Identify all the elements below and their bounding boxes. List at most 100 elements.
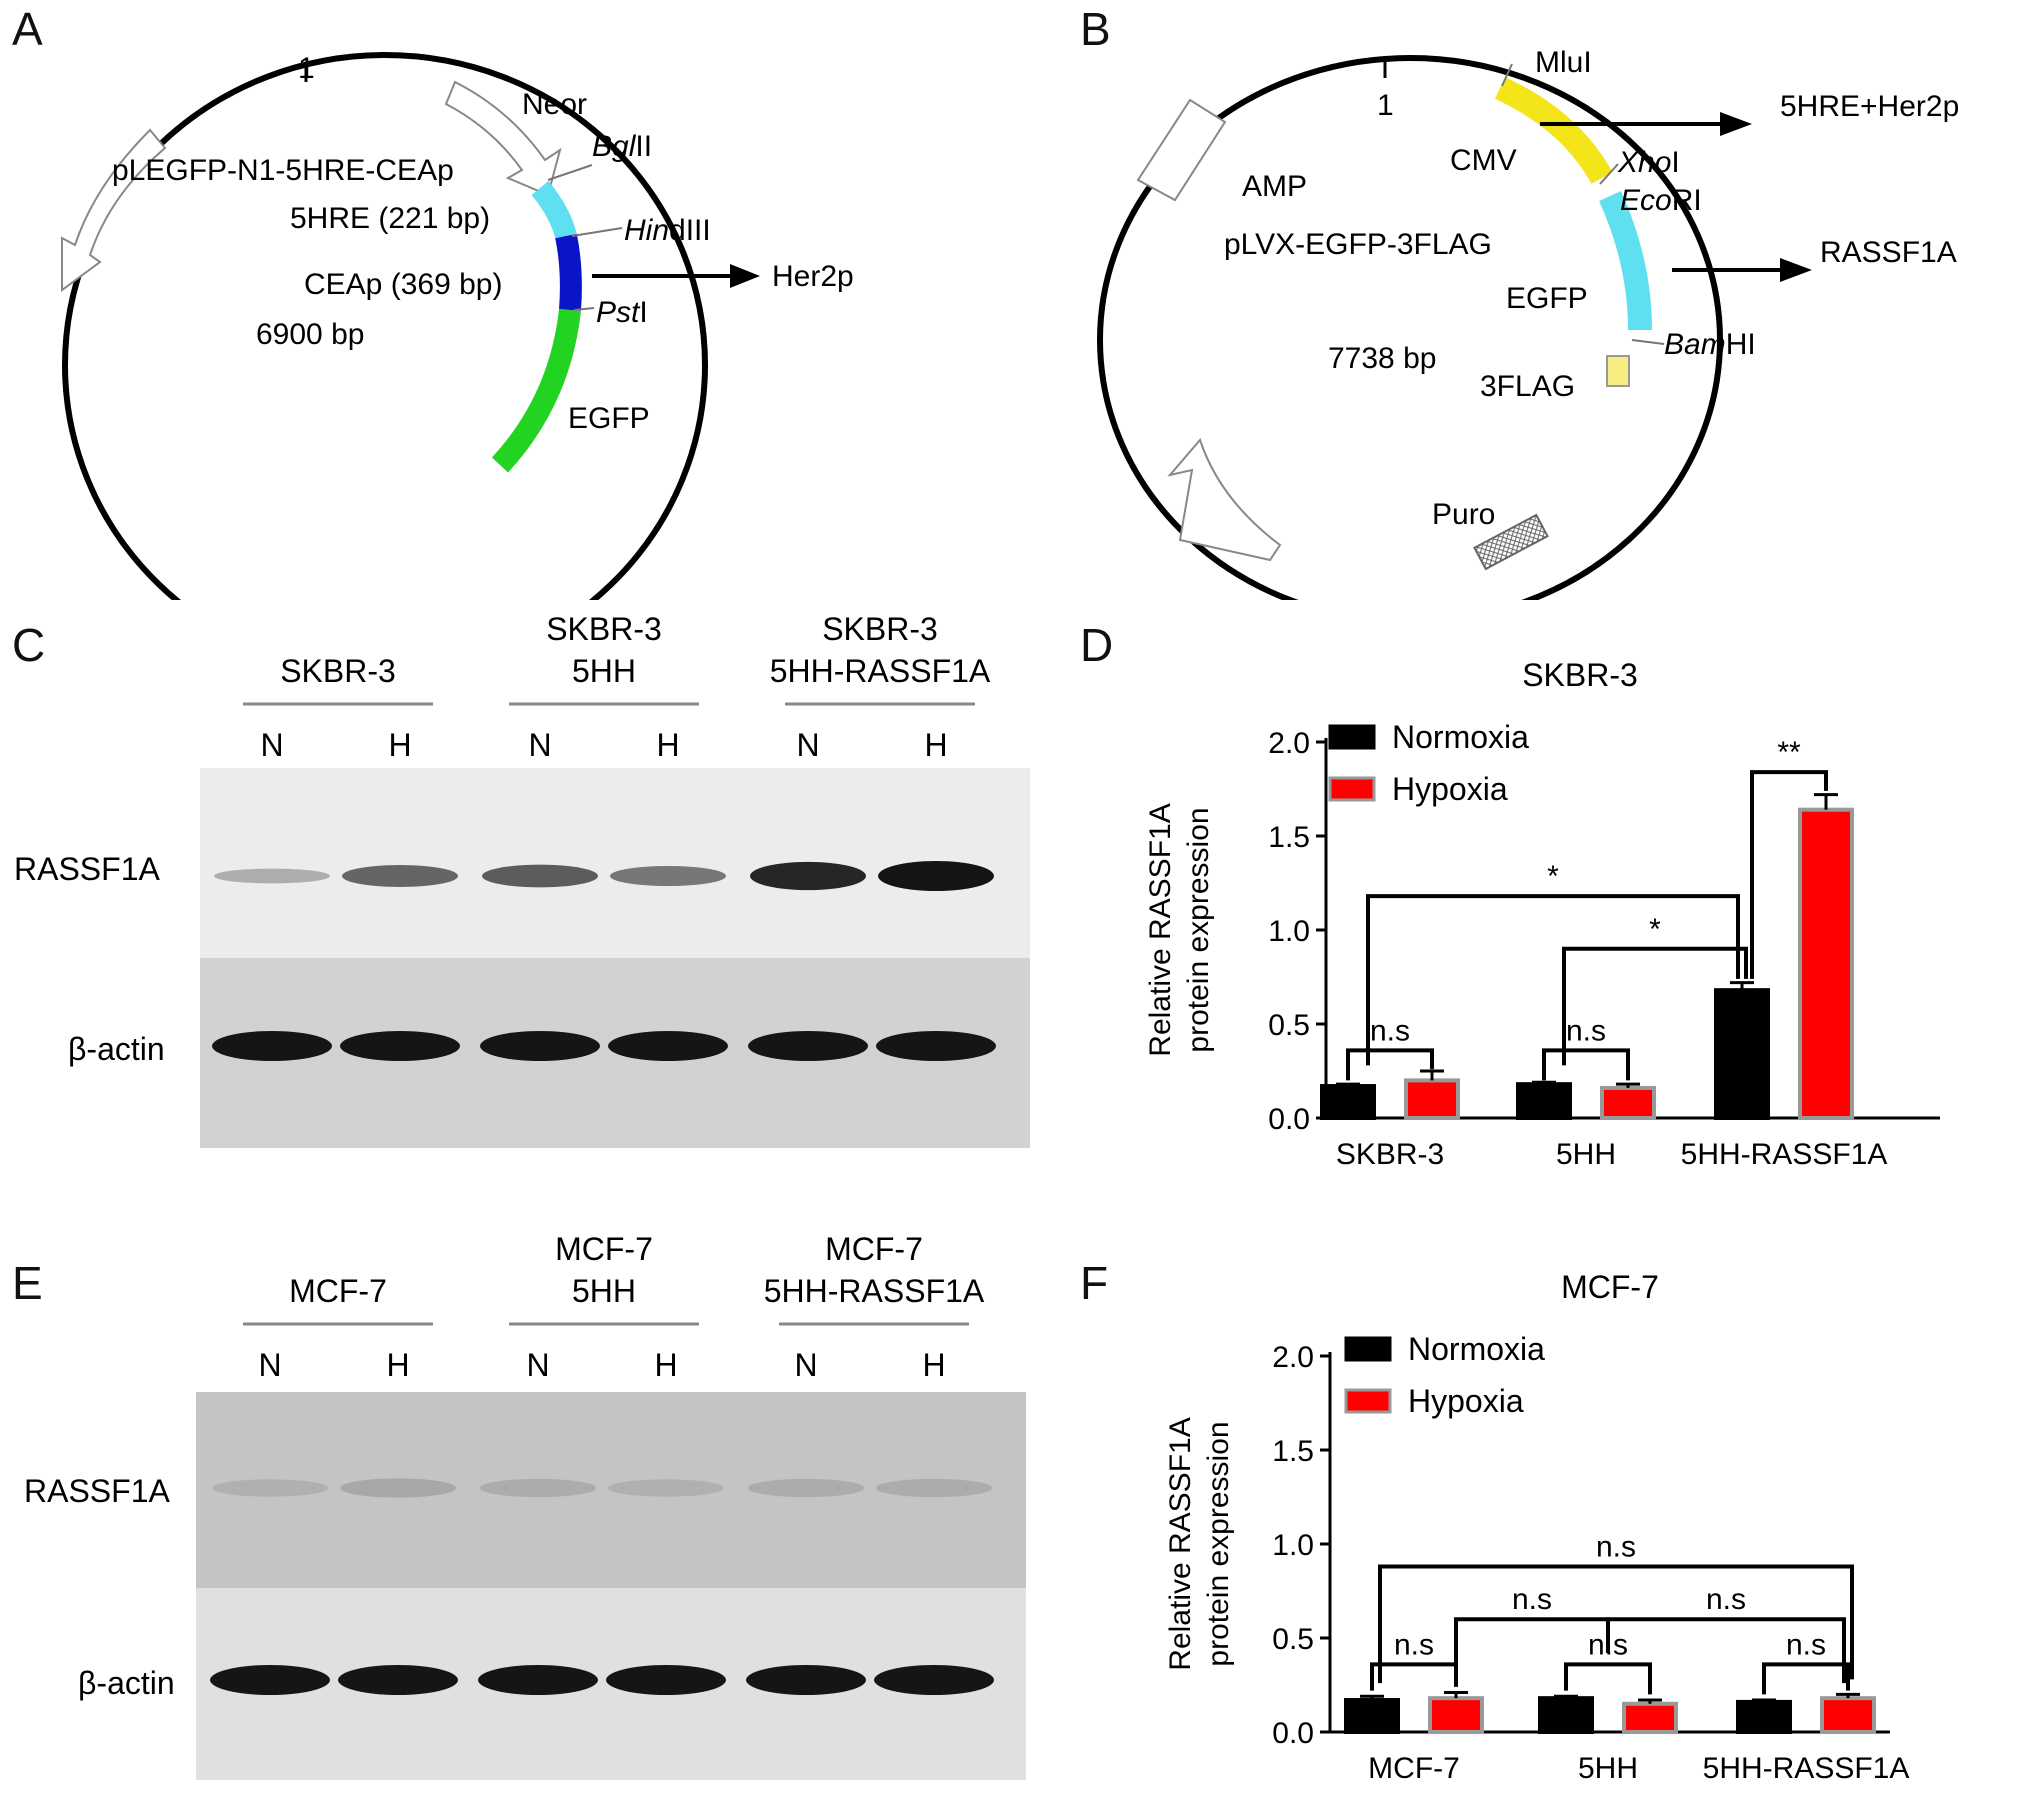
sig-bracket-group1 bbox=[1346, 1048, 1434, 1081]
sig-bracket-mcf7-vs-rassf1a-label: n.s bbox=[1596, 1531, 1636, 1564]
x-tick-label: SKBR-3 bbox=[1336, 1138, 1444, 1171]
y-axis-label: Relative RASSF1A protein expression bbox=[1164, 1417, 1235, 1670]
left-feature-arrow-shape bbox=[61, 128, 167, 292]
psti-leader bbox=[573, 307, 595, 311]
sig-bracket-5hh bbox=[1564, 1662, 1652, 1695]
panel-label-a: A bbox=[12, 3, 43, 55]
blot-lane-label: H bbox=[654, 1347, 677, 1383]
panel-label-f: F bbox=[1080, 1257, 1109, 1309]
bar-chart-mcf7: MCF-7 Relative RASSF1A protein expression 0… bbox=[1164, 1269, 1910, 1785]
legend-label-normoxia: Normoxia bbox=[1392, 719, 1529, 755]
mlui-site-label: MluI bbox=[1535, 46, 1592, 79]
blot-lane-label: N bbox=[526, 1347, 549, 1383]
actin-band bbox=[478, 1665, 598, 1695]
y-axis-label: Relative RASSF1A protein expression bbox=[1144, 803, 1215, 1056]
egfp-label-a: EGFP bbox=[568, 402, 650, 435]
rassf1a-arrow-label: RASSF1A bbox=[1820, 236, 1957, 269]
legend-swatch-normoxia bbox=[1344, 1336, 1392, 1362]
bar-normoxia bbox=[1736, 1699, 1792, 1735]
bar-normoxia bbox=[1538, 1696, 1594, 1735]
rassf1a-band bbox=[608, 1479, 724, 1497]
sig-bracket-skbr3-vs-rassf1a bbox=[1366, 894, 1740, 1066]
mlui-leader bbox=[1501, 63, 1513, 87]
sig-bracket-group2 bbox=[1542, 1048, 1630, 1081]
legend-label-hypoxia: Hypoxia bbox=[1392, 771, 1508, 807]
sig-bracket-mcf7 bbox=[1370, 1662, 1458, 1691]
blot-e-svg: MCF-7 MCF-7 5HH MCF-7 5HH-RASSF1A N H N H N H RASS… bbox=[24, 1231, 1026, 1780]
bar-normoxia bbox=[1320, 1084, 1376, 1121]
sig-bracket-mcf7-vs-5hh bbox=[1454, 1617, 1610, 1684]
rassf1a-band bbox=[610, 865, 726, 887]
actin-band bbox=[606, 1665, 726, 1695]
amp-box-shape bbox=[1136, 98, 1227, 202]
legend-swatch-normoxia bbox=[1328, 724, 1376, 750]
bottom-left-arrow-shape bbox=[1167, 438, 1282, 562]
puro-label: Puro bbox=[1432, 498, 1495, 531]
bar-hypoxia bbox=[1404, 1078, 1460, 1120]
actin-band bbox=[746, 1665, 866, 1695]
blot-group-label-line1: SKBR-3 bbox=[546, 611, 662, 647]
blot-panel-e: MCF-7 MCF-7 5HH MCF-7 5HH-RASSF1A N H N H N H RASS… bbox=[0, 1220, 1040, 1794]
blot-lane-label: H bbox=[386, 1347, 409, 1383]
actin-band bbox=[480, 1031, 600, 1061]
actin-band bbox=[338, 1665, 458, 1695]
plasmid-b-size: 7738 bp bbox=[1328, 342, 1436, 375]
x-tick-label: MCF-7 bbox=[1368, 1752, 1460, 1785]
blot-c-rassf1a-membrane bbox=[200, 768, 1030, 958]
actin-band bbox=[874, 1665, 994, 1695]
sig-bracket-skbr3-vs-rassf1a-label: * bbox=[1547, 860, 1559, 893]
y-tick-label: 1.5 bbox=[1268, 821, 1310, 854]
x-tick-label: 5HH bbox=[1556, 1138, 1616, 1171]
bar-hypoxia bbox=[1622, 1701, 1678, 1734]
bar-chart-skbr3: SKBR-3 Relative RASSF1A protein expression… bbox=[1144, 657, 1940, 1171]
y-tick-label: 1.0 bbox=[1272, 1529, 1314, 1562]
blot-group-label-line1: SKBR-3 bbox=[822, 611, 938, 647]
blot-c-svg: SKBR-3 SKBR-3 5HH SKBR-3 5HH-RASSF1A N H N H N H R… bbox=[14, 611, 1030, 1148]
egfp-segment-a bbox=[491, 308, 581, 473]
rassf1a-arrow-head bbox=[1780, 258, 1812, 282]
sig-bracket-5hh-vs-rassf1a-label: * bbox=[1649, 913, 1661, 946]
ceap-label: CEAp (369 bp) bbox=[304, 268, 502, 301]
bamhi-site-label: BamHI bbox=[1664, 328, 1756, 361]
rassf1a-band bbox=[340, 1478, 456, 1498]
legend-label-hypoxia: Hypoxia bbox=[1408, 1383, 1524, 1419]
y-tick-label: 2.0 bbox=[1268, 727, 1310, 760]
cmv-label: CMV bbox=[1450, 144, 1517, 177]
panel-label-e: E bbox=[12, 1257, 43, 1309]
legend-label-normoxia: Normoxia bbox=[1408, 1331, 1545, 1367]
bar-normoxia bbox=[1516, 1082, 1572, 1121]
hindiii-leader bbox=[571, 227, 623, 237]
cmv-segment bbox=[1494, 77, 1613, 184]
rassf1a-band bbox=[876, 1478, 992, 1498]
xhoi-leader bbox=[1599, 163, 1619, 185]
blot-c-row-label-actin: β-actin bbox=[68, 1031, 165, 1067]
blot-lane-label: N bbox=[528, 727, 551, 763]
blot-lane-label: N bbox=[794, 1347, 817, 1383]
puro-box bbox=[1473, 513, 1549, 571]
plasmid-a-backbone bbox=[62, 52, 708, 600]
panel-label-d: D bbox=[1080, 619, 1114, 671]
panel-label-b: B bbox=[1080, 3, 1111, 55]
x-tick-label: 5HH-RASSF1A bbox=[1703, 1752, 1910, 1785]
bglii-leader bbox=[547, 164, 593, 181]
blot-lane-label: H bbox=[922, 1347, 945, 1383]
plasmid-a-name: pLEGFP-N1-5HRE-CEAp bbox=[112, 154, 454, 187]
bamhi-leader bbox=[1631, 339, 1665, 345]
actin-band bbox=[340, 1031, 460, 1061]
sig-bracket-5hh-rassf1a bbox=[1762, 1662, 1850, 1695]
actin-band bbox=[748, 1031, 868, 1061]
bar-normoxia bbox=[1344, 1698, 1400, 1735]
sig-bracket-5hh-vs-rassf1a bbox=[1562, 946, 1748, 1066]
rassf1a-band bbox=[878, 861, 994, 891]
plasmid-b-origin-label: 1 bbox=[1377, 89, 1394, 122]
blot-panel-c: SKBR-3 SKBR-3 5HH SKBR-3 5HH-RASSF1A N H N H N H R… bbox=[0, 600, 1040, 1160]
y-tick-label: 0.0 bbox=[1272, 1717, 1314, 1750]
panel-label-c: C bbox=[12, 619, 46, 671]
blot-e-row-label-rassf1a: RASSF1A bbox=[24, 1473, 170, 1509]
blot-lane-label: N bbox=[796, 727, 819, 763]
sig-bracket-5hh-rassf1a-label: n.s bbox=[1786, 1628, 1826, 1661]
bar-hypoxia bbox=[1820, 1696, 1876, 1735]
hre-her2p-arrow-label: 5HRE+Her2p bbox=[1780, 90, 1959, 123]
blot-c-row-label-rassf1a: RASSF1A bbox=[14, 851, 160, 887]
blot-group-label-line2: 5HH bbox=[572, 1273, 636, 1309]
